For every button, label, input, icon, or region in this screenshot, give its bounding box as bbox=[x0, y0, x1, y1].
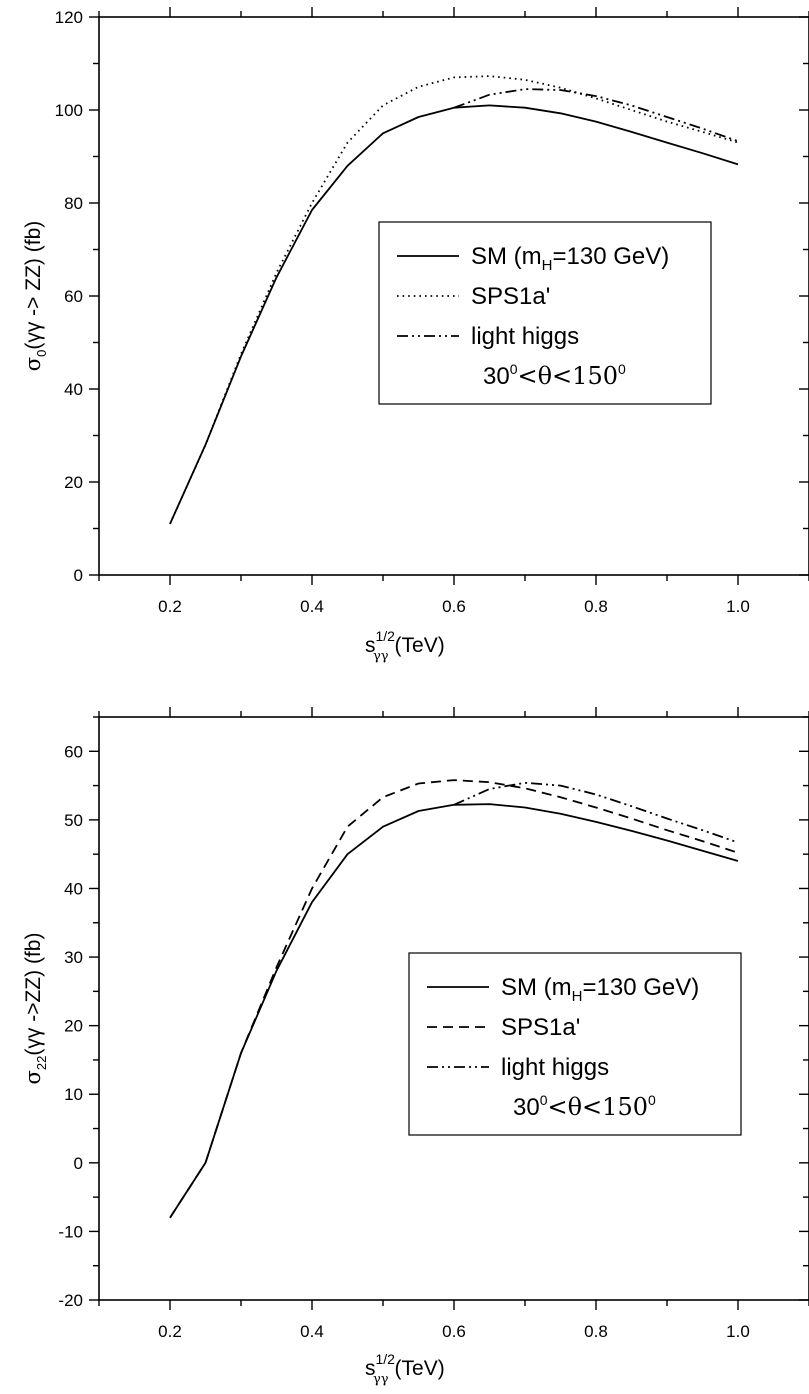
legend-label: SM (mH=130 GeV) bbox=[501, 974, 699, 1005]
legend-label: SPS1a' bbox=[471, 283, 550, 310]
x-tick-label: 0.8 bbox=[584, 1322, 608, 1341]
series-line-dashed bbox=[169, 779, 739, 1219]
legend: SM (mH=130 GeV) SPS1a' light higgs 300<θ<15… bbox=[378, 221, 712, 405]
y-tick-label: -20 bbox=[58, 1291, 83, 1310]
y-tick-label: -10 bbox=[58, 1222, 83, 1241]
legend-label: SM (mH=130 GeV) bbox=[471, 243, 669, 274]
y-tick-label: 40 bbox=[64, 879, 83, 898]
y-tick-label: 50 bbox=[64, 811, 83, 830]
x-tick-label: 0.2 bbox=[158, 1322, 182, 1341]
series-line-dash-dot-dot bbox=[453, 781, 739, 844]
y-axis-label: σ22(γγ ->ZZ) (fb) bbox=[21, 933, 49, 1085]
y-tick-label: 20 bbox=[64, 473, 83, 492]
x-tick-label: 1.0 bbox=[726, 597, 750, 616]
y-tick-label: 10 bbox=[64, 1085, 83, 1104]
y-tick-label: 60 bbox=[64, 287, 83, 306]
x-tick-label: 0.4 bbox=[300, 597, 324, 616]
x-tick-label: 0.4 bbox=[300, 1322, 324, 1341]
legend-label: light higgs bbox=[501, 1054, 609, 1081]
y-tick-label: 30 bbox=[64, 948, 83, 967]
chart-panel-1: 0.2 0.4 0.6 0.8 1.0 0 20 40 60 80 100 120 s1/2 γγ (TeV… bbox=[21, 7, 809, 664]
x-tick-label: 0.6 bbox=[442, 597, 466, 616]
x-tick-label: 0.8 bbox=[584, 597, 608, 616]
x-tick-label: 1.0 bbox=[726, 1322, 750, 1341]
x-tick-label: 0.2 bbox=[158, 597, 182, 616]
y-axis-label: σ0(γγ -> ZZ) (fb) bbox=[21, 221, 49, 371]
y-tick-label: 100 bbox=[55, 101, 83, 120]
y-tick-label: 0 bbox=[74, 1154, 83, 1173]
legend-angle-cut: 300<θ<1500 bbox=[483, 361, 626, 390]
legend-angle-cut: 300<θ<1500 bbox=[513, 1092, 656, 1121]
series-line-dash-dot-dot bbox=[453, 88, 739, 143]
x-axis-label: s1/2 γγ (TeV) bbox=[365, 628, 445, 664]
legend-box bbox=[378, 221, 712, 405]
chart-panel-2: 0.2 0.4 0.6 0.8 1.0 -20 -10 0 10 20 30 40 50 60 s1/2 γγ… bbox=[21, 707, 809, 1387]
y-tick-label: 40 bbox=[64, 380, 83, 399]
legend-box bbox=[408, 952, 742, 1136]
legend-label: light higgs bbox=[471, 323, 579, 350]
x-tick-label: 0.6 bbox=[442, 1322, 466, 1341]
y-tick-label: 0 bbox=[74, 566, 83, 585]
y-tick-label: 80 bbox=[64, 194, 83, 213]
y-tick-label: 120 bbox=[55, 8, 83, 27]
legend: SM (mH=130 GeV) SPS1a' light higgs 300<θ<15… bbox=[408, 952, 742, 1136]
y-tick-label: 20 bbox=[64, 1017, 83, 1036]
x-axis-label: s1/2 γγ (TeV) bbox=[365, 1351, 445, 1387]
y-tick-label: 60 bbox=[64, 742, 83, 761]
legend-label: SPS1a' bbox=[501, 1014, 580, 1041]
series-line-dotted bbox=[169, 75, 739, 525]
